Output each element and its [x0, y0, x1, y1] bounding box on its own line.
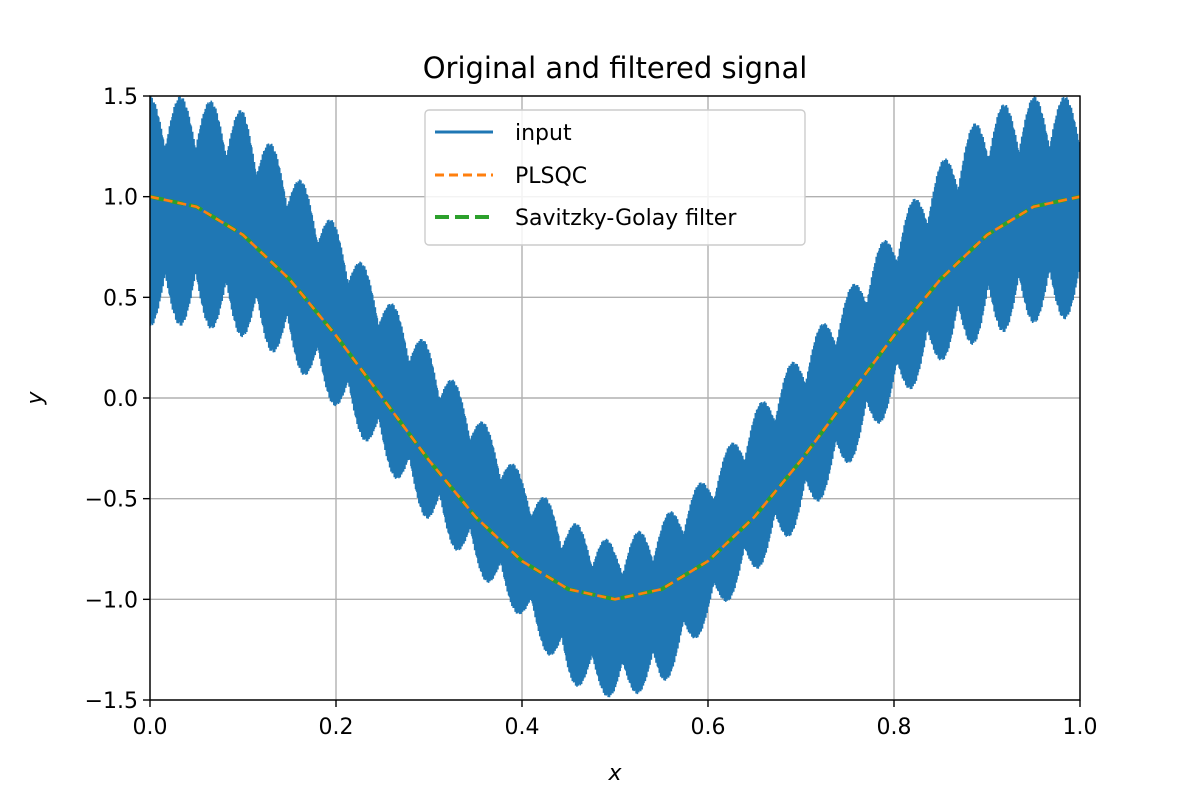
x-tick-label: 0.6 — [691, 715, 726, 740]
x-tick-label: 1.0 — [1063, 715, 1098, 740]
y-tick-label: −1.0 — [85, 588, 138, 613]
x-axis-label: x — [607, 761, 622, 786]
x-axis: 0.0 0.2 0.4 0.6 0.8 1.0 — [133, 700, 1098, 740]
legend-label-input: input — [515, 121, 572, 146]
x-tick-label: 0.2 — [319, 715, 354, 740]
series-line-input — [150, 96, 1080, 698]
series-layer — [150, 96, 1080, 698]
y-tick-label: −1.5 — [85, 689, 138, 714]
y-axis-label: y — [23, 391, 48, 406]
legend-box — [424, 109, 806, 246]
legend: input PLSQC Savitzky-Golay filter — [424, 109, 806, 246]
x-tick-label: 0.0 — [133, 715, 168, 740]
y-tick-label: 0.0 — [103, 387, 138, 412]
x-tick-label: 0.8 — [877, 715, 912, 740]
y-tick-label: 1.0 — [103, 186, 138, 211]
y-tick-label: 0.5 — [103, 286, 138, 311]
y-axis: −1.5 −1.0 −0.5 0.0 0.5 1.0 1.5 — [85, 85, 150, 714]
legend-label-savitzky-golay: Savitzky-Golay filter — [515, 206, 737, 231]
series-line-plsqc — [150, 195, 1080, 601]
legend-label-plsqc: PLSQC — [515, 164, 587, 189]
y-tick-label: −0.5 — [85, 488, 138, 513]
chart-title: Original and filtered signal — [423, 51, 808, 85]
x-tick-label: 0.4 — [505, 715, 540, 740]
y-tick-label: 1.5 — [103, 85, 138, 110]
